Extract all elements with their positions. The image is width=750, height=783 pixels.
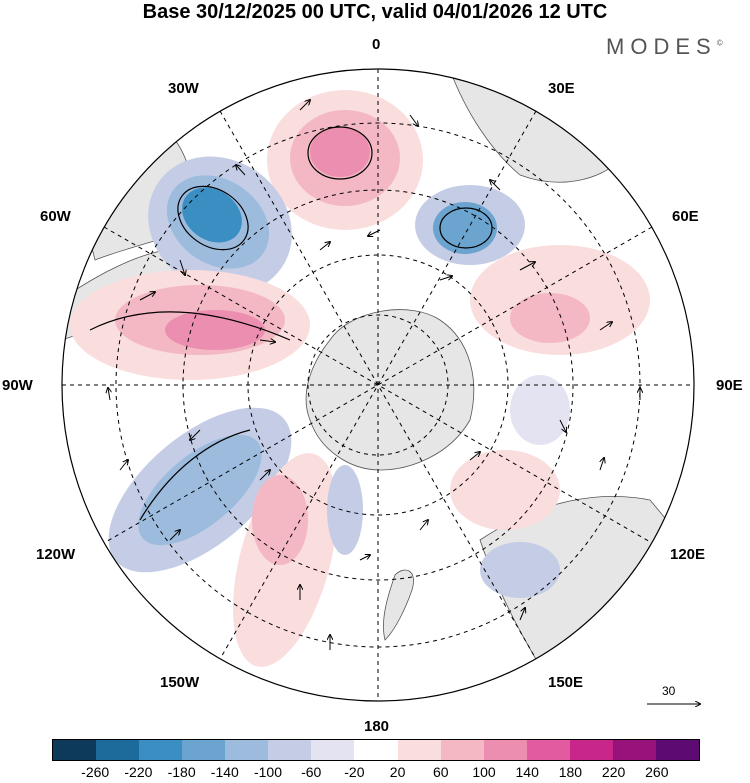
lon-label-60w: 60W (40, 208, 71, 225)
modes-logo: MODES© (606, 34, 723, 60)
colorbar-tick-label: 60 (433, 764, 449, 780)
lon-label-30w: 30W (168, 80, 199, 97)
land-masses (62, 69, 694, 701)
wind-vectors (108, 100, 640, 650)
colorbar-tick-label: 220 (601, 764, 626, 780)
colorbar-segment (354, 740, 398, 760)
lon-label-120e: 120E (670, 546, 706, 563)
colorbar-tick-label: 140 (515, 764, 539, 780)
colorbar-segment (182, 740, 226, 760)
lon-label-150e: 150E (548, 674, 584, 691)
colorbar-tick-label: -180 (167, 764, 196, 780)
colorbar-segment (655, 740, 699, 760)
colorbar-segment (440, 740, 484, 760)
contour-lines (89, 126, 493, 521)
anomaly-neg-165w (327, 465, 363, 555)
colorbar-tick-label: 100 (472, 764, 496, 780)
colorbar (52, 739, 700, 761)
anomaly-fields (70, 90, 650, 667)
colorbar-segment (569, 740, 613, 760)
anomaly-neg-100e (510, 375, 570, 445)
colorbar-segment (53, 740, 97, 760)
colorbar-tick-label: 260 (645, 764, 669, 780)
lon-label-30e: 30E (548, 80, 575, 97)
colorbar-tick-label: -60 (301, 764, 322, 780)
brand-name: MODES (606, 34, 717, 59)
map-title: Base 30/12/2025 00 UTC, valid 04/01/2026… (142, 1, 608, 23)
colorbar-tick-label: 180 (558, 764, 583, 780)
brand-mark: © (716, 38, 723, 48)
colorbar-segment (526, 740, 570, 760)
colorbar-segment (311, 740, 355, 760)
polar-map (61, 68, 750, 735)
colorbar-labels: -260 -220 -180 -140 -100 -60 -20 20 60 100 140 180 2… (0, 764, 750, 782)
colorbar-tick-label: 20 (389, 764, 406, 780)
colorbar-tick-label: -220 (124, 764, 153, 780)
lon-label-150w: 150W (160, 674, 200, 691)
colorbar-tick-label: -140 (210, 764, 239, 780)
lon-label-120w: 120W (36, 546, 76, 563)
colorbar-segment (612, 740, 656, 760)
anomaly-pos-130e (450, 450, 560, 530)
anomaly-neg-140e (480, 542, 560, 598)
lon-label-90w: 90W (2, 377, 33, 394)
new-zealand-land (383, 569, 414, 641)
colorbar-segment (268, 740, 312, 760)
vector-reference-label: 30 (662, 684, 676, 698)
colorbar-segment (397, 740, 441, 760)
colorbar-segment (225, 740, 269, 760)
lon-label-180: 180 (364, 718, 390, 735)
colorbar-tick-label: -260 (81, 764, 110, 780)
colorbar-segment (139, 740, 183, 760)
colorbar-segment (483, 740, 527, 760)
graticule (62, 69, 694, 701)
lon-label-0: 0 (372, 36, 381, 53)
colorbar-tick-label: -20 (344, 764, 365, 780)
lon-label-60e: 60E (672, 208, 699, 225)
colorbar-segment (96, 740, 140, 760)
colorbar-tick-label: -100 (253, 764, 283, 780)
lon-label-90e: 90E (716, 377, 743, 394)
